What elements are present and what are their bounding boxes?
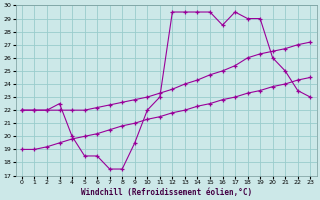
X-axis label: Windchill (Refroidissement éolien,°C): Windchill (Refroidissement éolien,°C) <box>81 188 252 197</box>
